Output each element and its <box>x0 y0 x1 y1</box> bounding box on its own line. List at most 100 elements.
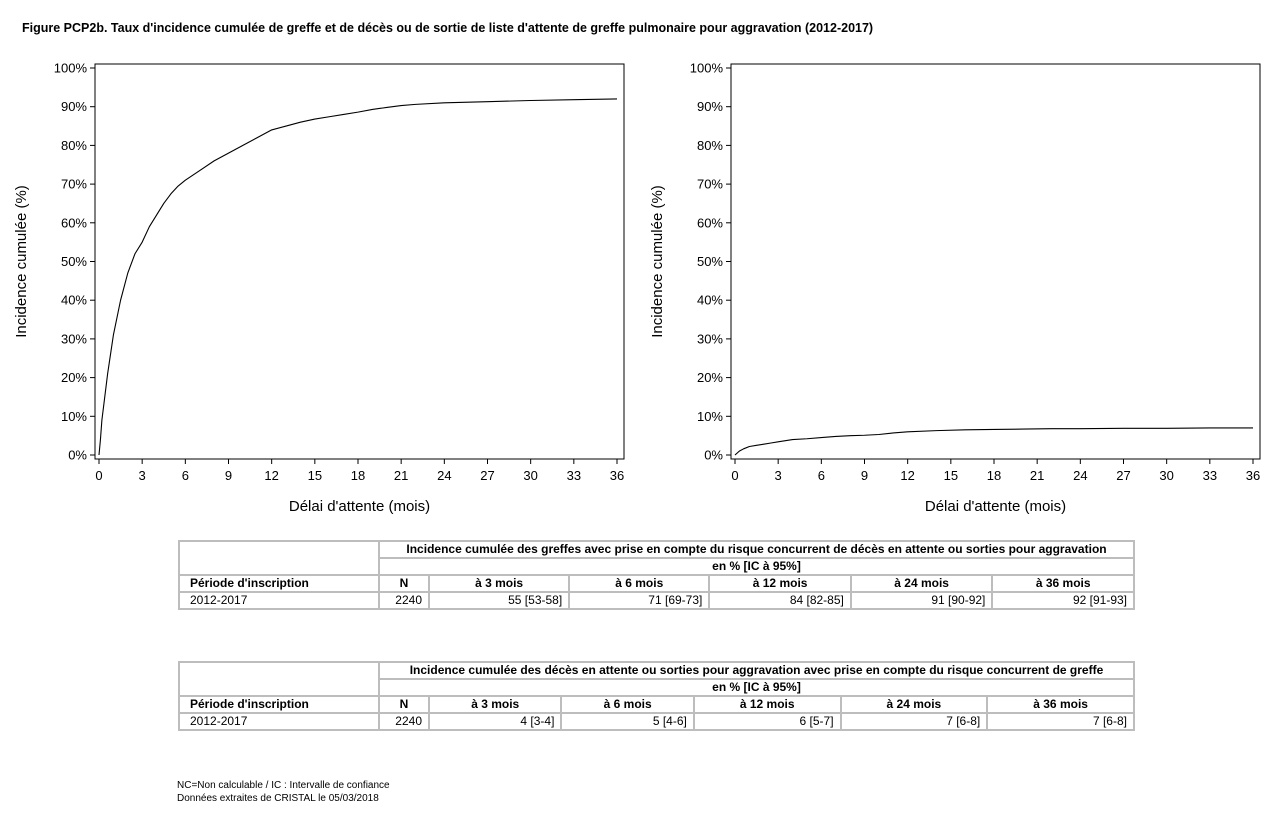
cell-12-mois: 6 [5-7] <box>692 712 842 731</box>
y-tick-label: 70% <box>61 177 87 192</box>
cell-24-mois: 91 [90-92] <box>849 591 994 610</box>
table-greffes: Incidence cumulée des greffes avec prise… <box>178 540 1135 610</box>
y-tick-label: 30% <box>61 331 87 346</box>
table-column-row: Période d'inscription N à 3 mois à 6 moi… <box>178 695 1135 714</box>
cell-12-mois: 84 [82-85] <box>708 591 852 610</box>
table-empty-header <box>178 540 380 576</box>
plot-frame <box>94 63 625 460</box>
y-tick-label: 90% <box>697 99 723 114</box>
x-tick-label: 3 <box>139 468 146 483</box>
x-tick-label: 0 <box>95 468 102 483</box>
table-subtitle: en % [IC à 95%] <box>378 678 1135 697</box>
y-tick-label: 100% <box>54 61 88 76</box>
footnotes: NC=Non calculable / IC : Intervalle de c… <box>177 779 390 805</box>
y-tick-label: 0% <box>68 448 87 463</box>
y-tick-label: 60% <box>61 215 87 230</box>
x-tick-label: 36 <box>1246 468 1260 483</box>
x-tick-label: 12 <box>264 468 278 483</box>
figure-label: Figure PCP2b. <box>22 21 108 35</box>
cell-24-mois: 7 [6-8] <box>839 712 989 731</box>
table-column-row: Période d'inscription N à 3 mois à 6 moi… <box>178 574 1135 593</box>
x-tick-label: 30 <box>523 468 537 483</box>
x-tick-label: 33 <box>1203 468 1217 483</box>
chart-deces-sortie: 0%10%20%30%40%50%60%70%80%90%100%0 3 6 9 12 1… <box>649 61 1261 515</box>
series-line <box>98 98 618 456</box>
cell-3-mois: 4 [3-4] <box>427 712 563 731</box>
col-36-mois: à 36 mois <box>986 695 1135 714</box>
cell-36-mois: 7 [6-8] <box>986 712 1135 731</box>
x-tick-label: 30 <box>1159 468 1173 483</box>
x-tick-label: 21 <box>394 468 408 483</box>
y-tick-label: 70% <box>697 177 723 192</box>
x-tick-label: 36 <box>610 468 624 483</box>
table-header-row: Incidence cumulée des décès en attente o… <box>178 661 1135 697</box>
footnote-source: Données extraites de CRISTAL le 05/03/20… <box>177 793 379 804</box>
table-subtitle: en % [IC à 95%] <box>378 557 1135 576</box>
x-tick-label: 6 <box>182 468 189 483</box>
y-tick-label: 50% <box>697 254 723 269</box>
col-periode: Période d'inscription <box>178 574 380 593</box>
y-axis-title: Incidence cumulée (%) <box>649 185 666 338</box>
x-tick-label: 9 <box>861 468 868 483</box>
x-tick-label: 9 <box>225 468 232 483</box>
col-12-mois: à 12 mois <box>708 574 852 593</box>
x-tick-label: 27 <box>480 468 494 483</box>
x-tick-label: 15 <box>944 468 958 483</box>
table-title: Incidence cumulée des décès en attente o… <box>378 661 1135 680</box>
col-periode: Période d'inscription <box>178 695 380 714</box>
x-axis-title: Délai d'attente (mois) <box>925 498 1066 515</box>
cell-3-mois: 55 [53-58] <box>427 591 571 610</box>
y-tick-label: 90% <box>61 99 87 114</box>
table-subheader-row: en % [IC à 95%] <box>179 557 1135 576</box>
x-tick-label: 24 <box>437 468 451 483</box>
x-tick-label: 0 <box>731 468 738 483</box>
x-tick-label: 15 <box>308 468 322 483</box>
col-n: N <box>378 695 430 714</box>
y-tick-label: 20% <box>697 370 723 385</box>
y-tick-label: 20% <box>61 370 87 385</box>
col-24-mois: à 24 mois <box>849 574 994 593</box>
y-tick-label: 30% <box>697 331 723 346</box>
col-3-mois: à 3 mois <box>427 695 563 714</box>
y-tick-label: 60% <box>697 215 723 230</box>
x-tick-label: 12 <box>900 468 914 483</box>
x-axis-title: Délai d'attente (mois) <box>289 498 430 515</box>
x-tick-label: 6 <box>818 468 825 483</box>
y-tick-label: 50% <box>61 254 87 269</box>
cell-periode: 2012-2017 <box>178 712 380 731</box>
y-tick-label: 80% <box>61 138 87 153</box>
col-6-mois: à 6 mois <box>560 695 695 714</box>
chart-greffe: 0%10%20%30%40%50%60%70%80%90%100%0 3 6 9 12 1… <box>13 61 625 515</box>
col-n: N <box>378 574 430 593</box>
plot-frame <box>730 63 1261 460</box>
x-tick-label: 21 <box>1030 468 1044 483</box>
series-line <box>734 427 1253 456</box>
y-tick-label: 40% <box>61 293 87 308</box>
y-tick-label: 100% <box>690 61 724 76</box>
cell-n: 2240 <box>378 591 430 610</box>
cell-6-mois: 71 [69-73] <box>568 591 711 610</box>
col-3-mois: à 3 mois <box>427 574 571 593</box>
table-title: Incidence cumulée des greffes avec prise… <box>378 540 1135 559</box>
cell-n: 2240 <box>378 712 430 731</box>
col-36-mois: à 36 mois <box>991 574 1135 593</box>
footnote-abbreviations: NC=Non calculable / IC : Intervalle de c… <box>177 780 390 791</box>
table-deces-sorties: Incidence cumulée des décès en attente o… <box>178 661 1135 731</box>
table-empty-header <box>178 661 380 697</box>
cell-36-mois: 92 [91-93] <box>991 591 1135 610</box>
x-tick-label: 24 <box>1073 468 1087 483</box>
table-subheader-row: en % [IC à 95%] <box>179 678 1135 697</box>
cell-periode: 2012-2017 <box>178 591 380 610</box>
y-tick-label: 80% <box>697 138 723 153</box>
x-tick-label: 3 <box>775 468 782 483</box>
y-tick-label: 40% <box>697 293 723 308</box>
cell-6-mois: 5 [4-6] <box>560 712 695 731</box>
col-24-mois: à 24 mois <box>839 695 989 714</box>
figure-title: Figure PCP2b. Taux d'incidence cumulée d… <box>22 21 873 35</box>
figure-title-text: Taux d'incidence cumulée de greffe et de… <box>110 21 874 35</box>
col-6-mois: à 6 mois <box>568 574 711 593</box>
x-tick-label: 27 <box>1116 468 1130 483</box>
y-tick-label: 10% <box>61 409 87 424</box>
x-tick-label: 18 <box>351 468 365 483</box>
y-tick-label: 10% <box>697 409 723 424</box>
